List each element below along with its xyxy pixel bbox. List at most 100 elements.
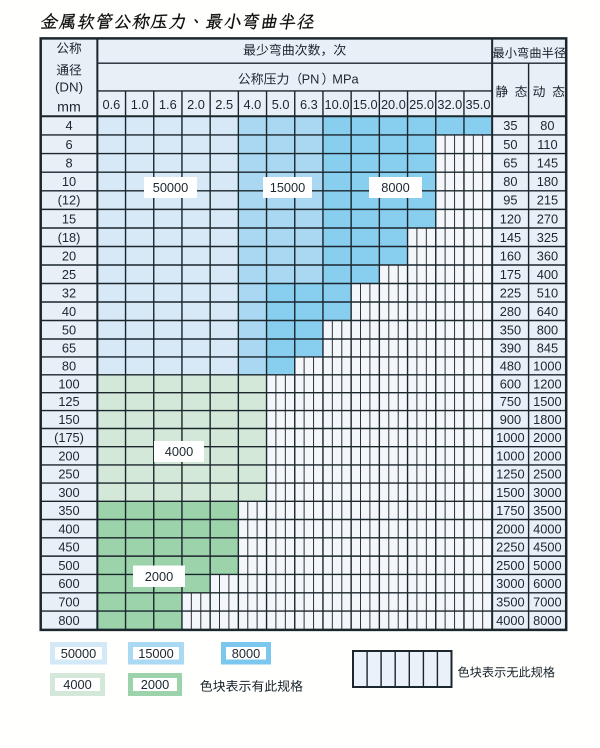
svg-text:80: 80: [62, 359, 76, 374]
svg-text:4000: 4000: [63, 677, 91, 692]
svg-text:800: 800: [537, 322, 558, 337]
svg-text:8: 8: [65, 155, 72, 170]
svg-text:2500: 2500: [496, 558, 524, 573]
svg-text:125: 125: [58, 394, 79, 409]
svg-text:215: 215: [537, 193, 558, 208]
svg-text:2000: 2000: [145, 569, 173, 584]
svg-text:845: 845: [537, 341, 558, 356]
svg-text:6: 6: [65, 137, 72, 152]
svg-text:(175): (175): [54, 430, 84, 445]
svg-text:8000: 8000: [533, 613, 561, 628]
svg-text:360: 360: [537, 248, 558, 263]
svg-text:1000: 1000: [533, 359, 561, 374]
svg-text:3000: 3000: [496, 576, 524, 591]
svg-text:80: 80: [503, 174, 517, 189]
svg-text:35.0: 35.0: [466, 97, 491, 112]
svg-text:1750: 1750: [496, 503, 524, 518]
svg-text:40: 40: [62, 304, 76, 319]
svg-text:200: 200: [58, 448, 79, 463]
svg-text:1250: 1250: [496, 467, 524, 482]
svg-text:mm: mm: [57, 99, 81, 115]
svg-text:145: 145: [500, 230, 521, 245]
svg-text:35: 35: [503, 118, 517, 133]
svg-text:1500: 1500: [496, 485, 524, 500]
svg-text:0.6: 0.6: [103, 97, 121, 112]
svg-text:4: 4: [65, 118, 72, 133]
svg-text:510: 510: [537, 285, 558, 300]
svg-text:640: 640: [537, 304, 558, 319]
svg-text:325: 325: [537, 230, 558, 245]
svg-text:8000: 8000: [232, 646, 260, 661]
svg-text:10.0: 10.0: [325, 97, 350, 112]
svg-text:20.0: 20.0: [381, 97, 406, 112]
svg-text:80: 80: [540, 118, 554, 133]
svg-text:2000: 2000: [141, 677, 169, 692]
svg-text:4500: 4500: [533, 540, 561, 555]
svg-text:750: 750: [500, 394, 521, 409]
svg-text:450: 450: [58, 540, 79, 555]
svg-text:280: 280: [500, 304, 521, 319]
svg-text:4000: 4000: [533, 521, 561, 536]
svg-text:350: 350: [500, 322, 521, 337]
svg-text:100: 100: [58, 376, 79, 391]
svg-text:400: 400: [537, 267, 558, 282]
svg-text:15: 15: [62, 211, 76, 226]
svg-text:4.0: 4.0: [244, 97, 262, 112]
svg-text:3000: 3000: [533, 485, 561, 500]
svg-text:7000: 7000: [533, 595, 561, 610]
svg-text:20: 20: [62, 248, 76, 263]
svg-text:225: 225: [500, 285, 521, 300]
svg-text:180: 180: [537, 174, 558, 189]
svg-text:1800: 1800: [533, 412, 561, 427]
svg-text:1.6: 1.6: [159, 97, 177, 112]
svg-text:350: 350: [58, 503, 79, 518]
svg-text:(18): (18): [58, 230, 81, 245]
svg-text:500: 500: [58, 558, 79, 573]
svg-text:2.0: 2.0: [187, 97, 205, 112]
svg-text:900: 900: [500, 412, 521, 427]
svg-text:65: 65: [62, 341, 76, 356]
svg-text:50000: 50000: [153, 180, 189, 195]
svg-text:175: 175: [500, 267, 521, 282]
svg-text:1200: 1200: [533, 376, 561, 391]
svg-text:2500: 2500: [533, 467, 561, 482]
svg-text:2.5: 2.5: [215, 97, 233, 112]
svg-text:(DN): (DN): [55, 79, 83, 94]
svg-text:5000: 5000: [533, 558, 561, 573]
svg-text:600: 600: [58, 576, 79, 591]
svg-text:65: 65: [503, 155, 517, 170]
svg-text:160: 160: [500, 248, 521, 263]
svg-text:15000: 15000: [138, 646, 174, 661]
svg-text:480: 480: [500, 359, 521, 374]
svg-text:(12): (12): [58, 193, 81, 208]
svg-text:1500: 1500: [533, 394, 561, 409]
svg-text:110: 110: [537, 137, 557, 152]
svg-text:400: 400: [58, 521, 79, 536]
svg-text:145: 145: [537, 155, 558, 170]
svg-text:2250: 2250: [496, 540, 524, 555]
svg-text:5.0: 5.0: [272, 97, 290, 112]
svg-text:600: 600: [500, 376, 521, 391]
svg-text:6000: 6000: [533, 576, 561, 591]
svg-text:800: 800: [58, 613, 79, 628]
svg-text:32.0: 32.0: [437, 97, 462, 112]
svg-text:32: 32: [62, 285, 76, 300]
svg-text:250: 250: [58, 467, 79, 482]
svg-text:3500: 3500: [533, 503, 561, 518]
svg-text:25.0: 25.0: [409, 97, 434, 112]
svg-text:700: 700: [58, 595, 79, 610]
svg-text:2000: 2000: [496, 521, 524, 536]
svg-text:1.0: 1.0: [131, 97, 149, 112]
svg-text:4000: 4000: [496, 613, 524, 628]
svg-text:MPa: MPa: [332, 72, 359, 87]
svg-text:2000: 2000: [533, 430, 561, 445]
svg-text:50: 50: [503, 137, 517, 152]
svg-text:95: 95: [503, 193, 517, 208]
svg-text:3500: 3500: [496, 595, 524, 610]
svg-text:PN: PN: [302, 72, 320, 87]
svg-text:50000: 50000: [61, 646, 97, 661]
svg-text:270: 270: [537, 211, 558, 226]
svg-text:1000: 1000: [496, 448, 524, 463]
svg-text:15.0: 15.0: [353, 97, 378, 112]
svg-text:1000: 1000: [496, 430, 524, 445]
